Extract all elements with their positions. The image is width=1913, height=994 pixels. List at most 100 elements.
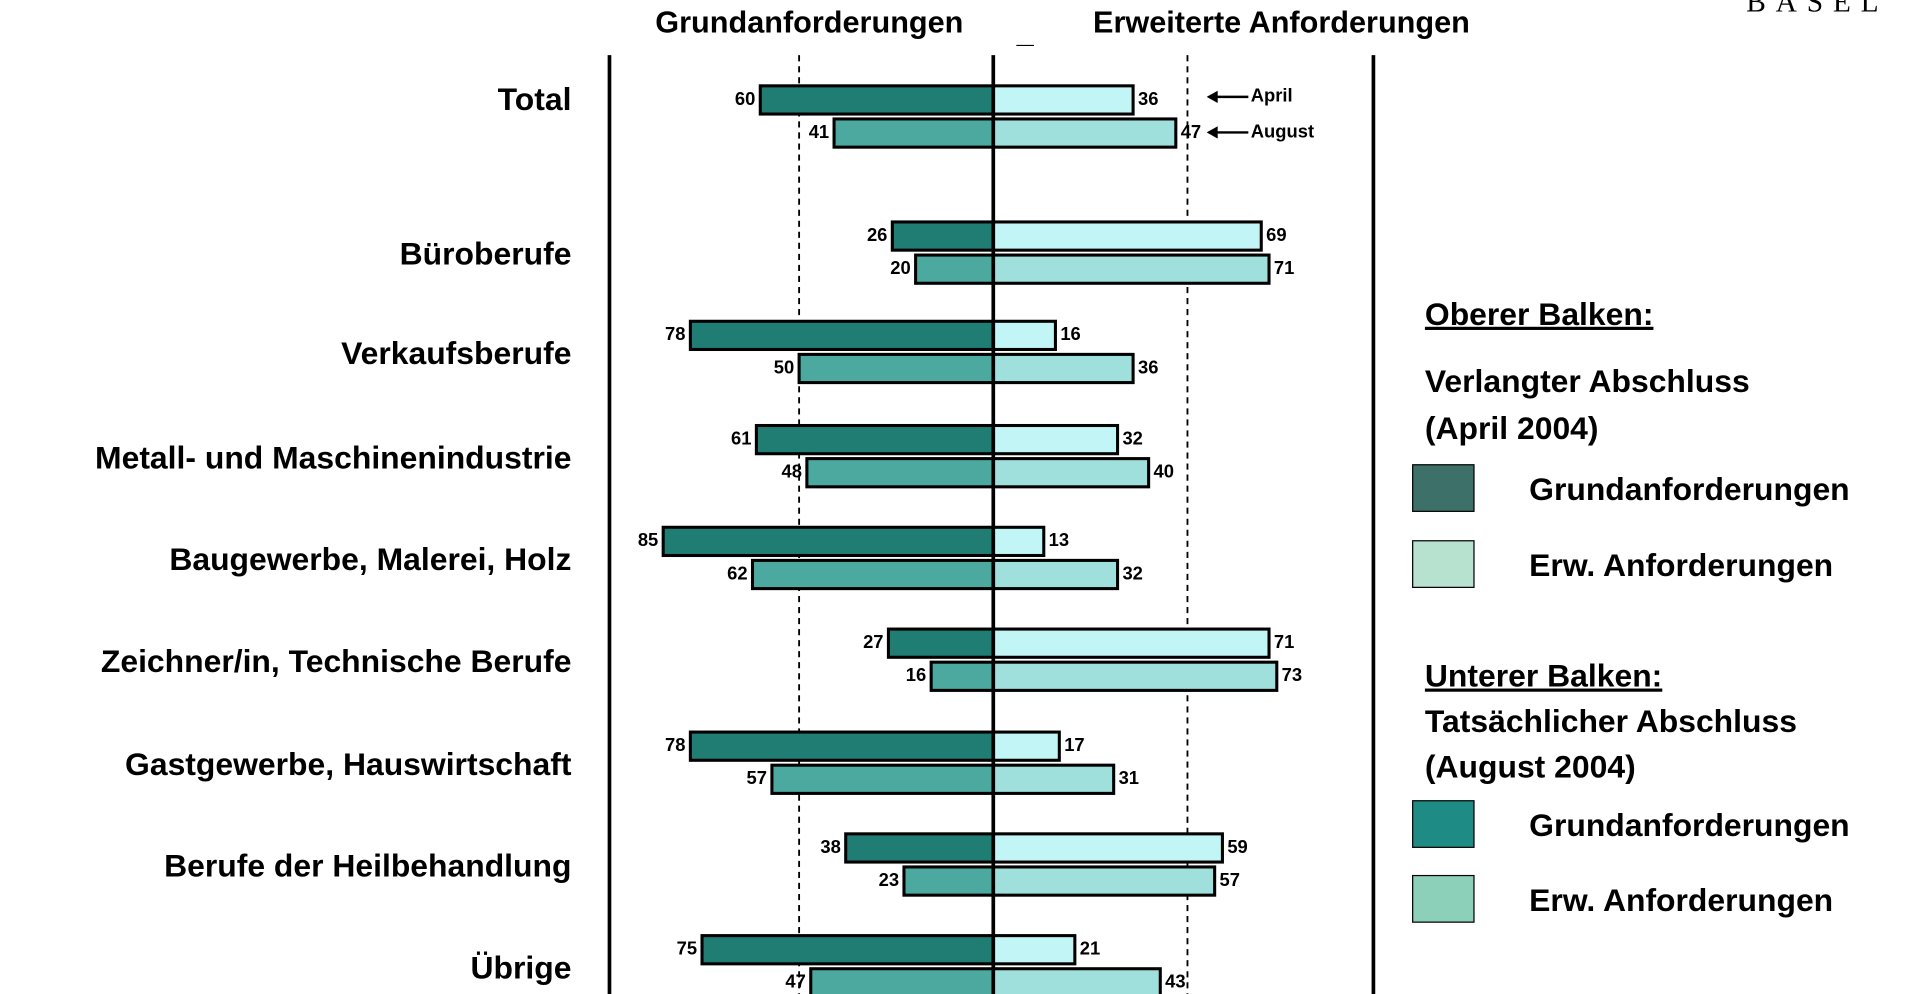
bar: [991, 253, 1271, 285]
bar: [661, 525, 995, 558]
annotation: August: [1251, 120, 1314, 141]
legend-swatch: [1412, 800, 1475, 848]
bar: [991, 220, 1263, 252]
value-label: 36: [1138, 88, 1158, 109]
value-label: 85: [638, 529, 658, 550]
bar: [991, 558, 1120, 591]
bar: [754, 423, 995, 456]
value-label: 57: [747, 767, 767, 788]
legend-text: Tatsächlicher Abschluss: [1425, 703, 1797, 739]
bar: [770, 763, 995, 795]
category-label: Übrige: [471, 949, 572, 985]
value-label: 71: [1274, 631, 1294, 652]
logo: BASEL: [1746, 0, 1888, 19]
bar: [991, 319, 1057, 352]
bar: [991, 934, 1077, 966]
bar: [991, 730, 1061, 762]
legend-label: Erw. Anforderungen: [1529, 547, 1833, 583]
legend-text: Verlangter Abschluss: [1425, 363, 1750, 399]
bar: [886, 627, 995, 659]
value-label: 36: [1138, 356, 1158, 377]
value-label: 61: [731, 427, 751, 448]
category-label: Büroberufe: [400, 236, 572, 272]
bar: [809, 967, 995, 994]
value-label: 31: [1119, 767, 1139, 788]
value-label: 16: [906, 664, 926, 685]
arrow-head: [1206, 126, 1218, 139]
value-label: 32: [1122, 562, 1142, 583]
legend-swatch: [1412, 540, 1475, 588]
separator: _: [1016, 15, 1035, 49]
bar: [991, 457, 1151, 489]
legend-text: (April 2004): [1425, 410, 1599, 446]
bar: [991, 423, 1120, 456]
arrow-head: [1206, 90, 1218, 104]
bar: [991, 117, 1178, 149]
category-label: Berufe der Heilbehandlung: [164, 848, 571, 884]
value-label: 47: [785, 971, 805, 992]
bar: [902, 865, 995, 897]
category-label: Baugewerbe, Malerei, Holz: [169, 541, 571, 577]
right-title: Erweiterte Anforderungen: [1093, 6, 1470, 40]
bar: [750, 558, 995, 591]
category-label: Total: [498, 81, 572, 117]
value-label: 21: [1080, 938, 1100, 959]
legend-title: Unterer Balken:: [1425, 658, 1662, 694]
value-label: 41: [809, 121, 829, 142]
value-label: 71: [1274, 257, 1294, 278]
value-label: 78: [665, 323, 685, 344]
value-label: 43: [1165, 971, 1185, 992]
bar: [832, 117, 995, 149]
bar: [991, 627, 1271, 659]
value-label: 23: [879, 869, 899, 890]
bar: [991, 84, 1135, 116]
bar: [688, 730, 995, 762]
bar: [758, 84, 995, 116]
value-label: 62: [727, 562, 747, 583]
bar: [688, 319, 995, 352]
left-title: Grundanforderungen: [655, 6, 963, 40]
bar: [700, 934, 995, 966]
value-label: 26: [867, 224, 887, 245]
value-label: 38: [820, 836, 840, 857]
bar: [991, 660, 1279, 692]
value-label: 40: [1154, 461, 1174, 482]
value-label: 16: [1060, 323, 1080, 344]
legend-title: Oberer Balken:: [1425, 296, 1654, 332]
bar: [890, 220, 995, 252]
value-label: 60: [735, 88, 755, 109]
value-label: 59: [1227, 836, 1247, 857]
value-label: 69: [1266, 224, 1286, 245]
category-label: Gastgewerbe, Hauswirtschaft: [125, 746, 572, 782]
bar: [991, 865, 1217, 897]
legend-label: Erw. Anforderungen: [1529, 882, 1833, 918]
legend-text: (August 2004): [1425, 748, 1636, 784]
bar: [991, 967, 1162, 994]
bar: [844, 832, 995, 864]
value-label: 27: [863, 631, 883, 652]
legend-swatch: [1412, 874, 1475, 923]
bar: [991, 352, 1135, 385]
value-label: 78: [665, 734, 685, 755]
legend-swatch: [1412, 464, 1475, 512]
category-label: Verkaufsberufe: [341, 335, 571, 371]
value-label: 50: [774, 356, 794, 377]
annotation: April: [1251, 85, 1293, 106]
value-label: 48: [782, 461, 802, 482]
bar: [797, 352, 995, 385]
legend-label: Grundanforderungen: [1529, 807, 1850, 843]
bar: [929, 660, 995, 692]
value-label: 57: [1220, 869, 1240, 890]
bar: [914, 253, 995, 285]
value-label: 13: [1049, 529, 1069, 550]
value-label: 75: [677, 938, 697, 959]
value-label: 73: [1282, 664, 1302, 685]
bar: [805, 457, 995, 489]
value-label: 17: [1064, 734, 1084, 755]
bar: [991, 763, 1116, 795]
bar: [991, 832, 1224, 864]
legend-label: Grundanforderungen: [1529, 471, 1850, 507]
category-label: Metall- und Maschinenindustrie: [95, 439, 571, 475]
